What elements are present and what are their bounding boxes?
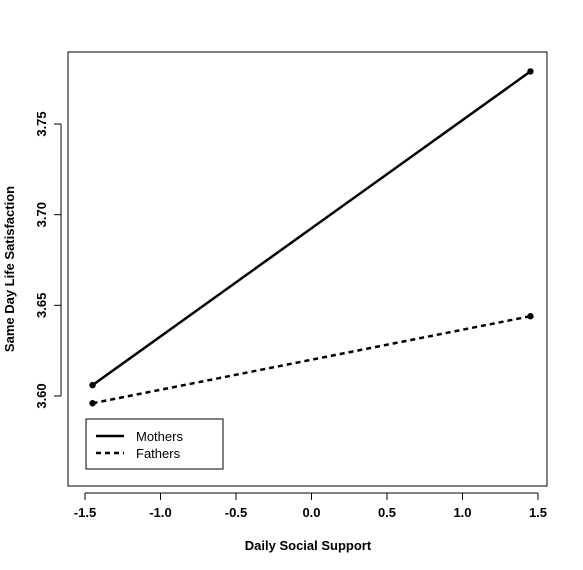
plot-area-frame bbox=[67, 51, 548, 487]
data-point-fathers bbox=[89, 400, 96, 407]
series-line-mothers bbox=[91, 70, 532, 387]
x-tick-label: 0.0 bbox=[302, 505, 320, 520]
series-line-fathers bbox=[92, 314, 531, 405]
x-tick-label: -1.5 bbox=[74, 505, 96, 520]
legend-mothers-label: Mothers bbox=[136, 429, 183, 444]
x-tick-label: 1.0 bbox=[453, 505, 471, 520]
data-point-mothers bbox=[527, 68, 534, 75]
y-tick-label: 3.65 bbox=[34, 293, 49, 318]
y-axis: 3.60 3.65 3.70 3.75 bbox=[34, 111, 62, 409]
x-tick-label: -0.5 bbox=[225, 505, 247, 520]
data-point-mothers bbox=[89, 381, 96, 389]
y-tick-label: 3.70 bbox=[34, 202, 49, 227]
legend-box bbox=[85, 418, 224, 470]
legend: Mothers Fathers bbox=[85, 418, 224, 470]
y-tick-label: 3.75 bbox=[34, 111, 49, 136]
x-axis: -1.5 -1.0 -0.5 0.0 0.5 1.0 1.5 bbox=[74, 492, 547, 520]
x-axis-title: Daily Social Support bbox=[245, 538, 372, 553]
series-layer bbox=[89, 68, 534, 407]
y-axis-title: Same Day Life Satisfaction bbox=[2, 186, 17, 352]
y-tick-label: 3.60 bbox=[34, 383, 49, 408]
x-tick-label: -1.0 bbox=[149, 505, 171, 520]
x-tick-label: 0.5 bbox=[378, 505, 396, 520]
legend-fathers-label: Fathers bbox=[136, 446, 181, 461]
x-tick-label: 1.5 bbox=[529, 505, 547, 520]
data-point-fathers bbox=[527, 313, 534, 320]
